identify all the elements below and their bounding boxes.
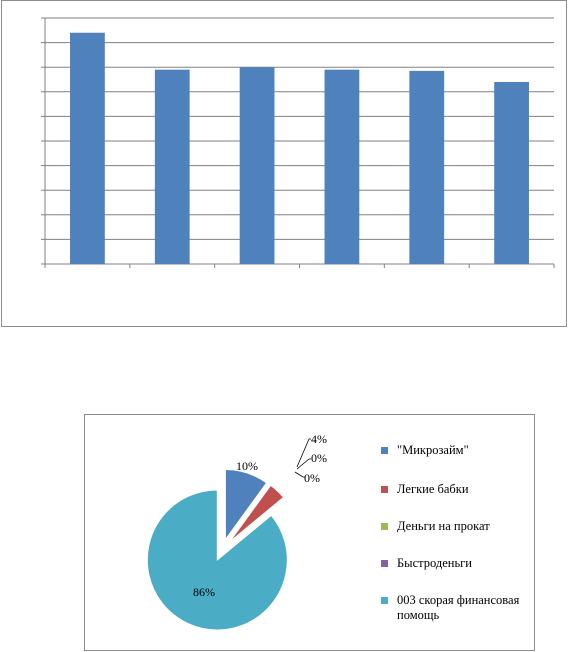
pie-data-label-5: 86% xyxy=(193,585,215,599)
pie-chart: 10% 4% 0% 0% 86% xyxy=(146,432,327,631)
pie-data-label-2: 4% xyxy=(311,432,327,446)
legend-label-2: Легкие бабки xyxy=(397,482,469,496)
bar-chart-frame xyxy=(1,0,567,327)
pie-legend: "Микрозайм" Легкие бабки Деньги на прока… xyxy=(381,443,531,623)
pie-data-label-3: 0% xyxy=(311,451,327,465)
legend-item-4: Быстроденьги xyxy=(381,556,531,571)
leader-line-3 xyxy=(294,471,305,478)
bar-5 xyxy=(409,70,445,264)
bar-6 xyxy=(494,81,529,265)
pie-slice-2 xyxy=(229,484,285,543)
legend-item-2: Легкие бабки xyxy=(381,482,531,497)
legend-swatch-4 xyxy=(381,560,388,567)
pie-data-label-1: 10% xyxy=(236,459,258,473)
legend-swatch-3 xyxy=(381,523,388,530)
pie-chart-frame: 10% 4% 0% 0% 86% "Микрозайм" Легкие бабки Де… xyxy=(84,414,535,651)
bar-chart xyxy=(41,17,555,268)
bar-4 xyxy=(324,69,360,264)
legend-label-5: 003 скорая финансовая помощь xyxy=(397,593,520,622)
legend-label-1: "Микрозайм" xyxy=(397,443,469,457)
legend-label-4: Быстроденьги xyxy=(397,556,472,570)
bar-3 xyxy=(239,67,275,264)
bar-2 xyxy=(154,69,190,264)
pie-data-label-4: 0% xyxy=(304,471,320,485)
pie-slice-5 xyxy=(146,489,288,631)
legend-swatch-2 xyxy=(381,486,388,493)
legend-swatch-1 xyxy=(381,447,388,454)
pie-slice-1 xyxy=(224,469,268,542)
leader-line-2 xyxy=(296,458,311,470)
legend-item-1: "Микрозайм" xyxy=(381,443,531,458)
leader-line-1 xyxy=(296,438,311,468)
legend-item-5: 003 скорая финансовая помощь xyxy=(381,593,531,623)
legend-item-3: Деньги на прокат xyxy=(381,519,531,534)
bar-1 xyxy=(70,32,105,264)
legend-label-3: Деньги на прокат xyxy=(397,519,490,533)
legend-swatch-5 xyxy=(381,597,388,604)
